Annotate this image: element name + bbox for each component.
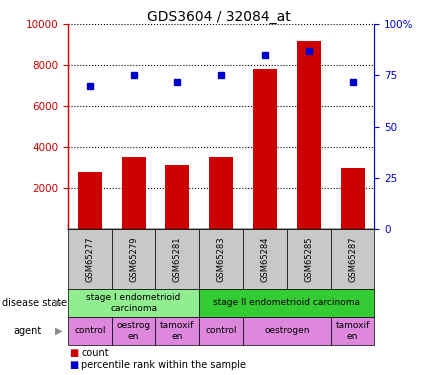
- Text: percentile rank within the sample: percentile rank within the sample: [81, 360, 246, 370]
- Text: count: count: [81, 348, 109, 358]
- Text: tamoxif
en: tamoxif en: [160, 321, 194, 340]
- Bar: [253, 69, 277, 229]
- Bar: [341, 168, 364, 229]
- Bar: [122, 157, 145, 229]
- Text: GSM65279: GSM65279: [129, 236, 138, 282]
- Bar: [78, 171, 102, 229]
- Bar: [297, 41, 321, 229]
- Text: ■: ■: [69, 360, 78, 370]
- Text: ▶: ▶: [55, 298, 63, 308]
- Text: stage II endometrioid carcinoma: stage II endometrioid carcinoma: [213, 298, 360, 307]
- Text: disease state: disease state: [2, 298, 67, 308]
- Text: GSM65284: GSM65284: [261, 236, 269, 282]
- Text: stage I endometrioid
carcinoma: stage I endometrioid carcinoma: [86, 293, 181, 312]
- Text: GSM65277: GSM65277: [85, 236, 94, 282]
- Text: GDS3604 / 32084_at: GDS3604 / 32084_at: [147, 10, 291, 24]
- Text: GSM65285: GSM65285: [304, 236, 313, 282]
- Bar: [166, 165, 190, 229]
- Text: tamoxif
en: tamoxif en: [336, 321, 370, 340]
- Text: agent: agent: [13, 326, 41, 336]
- Text: oestrog
en: oestrog en: [117, 321, 151, 340]
- Text: control: control: [74, 326, 106, 335]
- Text: ■: ■: [69, 348, 78, 358]
- Text: oestrogen: oestrogen: [264, 326, 310, 335]
- Text: GSM65281: GSM65281: [173, 236, 182, 282]
- Text: GSM65283: GSM65283: [217, 236, 226, 282]
- Text: ▶: ▶: [55, 326, 63, 336]
- Text: control: control: [205, 326, 237, 335]
- Bar: [209, 157, 233, 229]
- Text: GSM65287: GSM65287: [348, 236, 357, 282]
